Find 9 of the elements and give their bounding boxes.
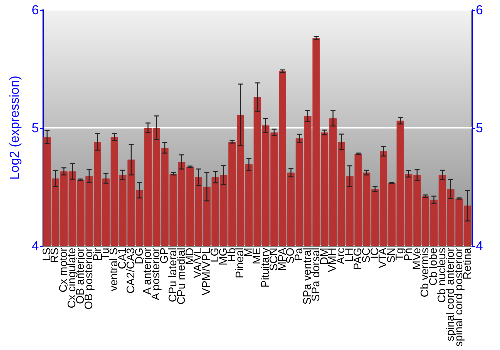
y-tick-label: 5 bbox=[32, 120, 40, 136]
x-tick-label: OB posterior bbox=[83, 248, 96, 310]
y2-tick-label: 5 bbox=[476, 120, 484, 136]
y2-tick-label: 6 bbox=[476, 2, 484, 18]
y2-tick-label: 4 bbox=[476, 238, 484, 254]
y-axis-title: Log2 (expression) bbox=[7, 76, 22, 180]
x-tick-label: Tg bbox=[394, 248, 407, 261]
y-tick-label: 6 bbox=[32, 2, 40, 18]
y-tick-label: 4 bbox=[32, 238, 40, 254]
